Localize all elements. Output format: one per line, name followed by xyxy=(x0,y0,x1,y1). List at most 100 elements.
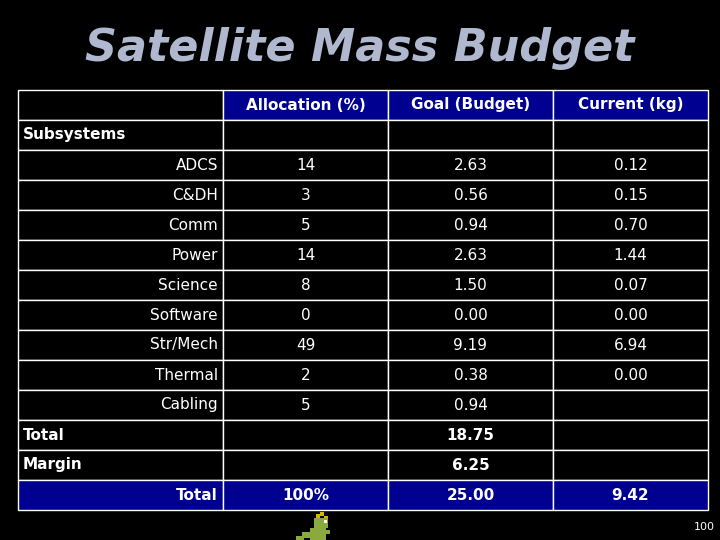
Text: 1.44: 1.44 xyxy=(613,247,647,262)
Text: 6.94: 6.94 xyxy=(613,338,647,353)
Bar xyxy=(324,516,328,520)
Bar xyxy=(553,150,708,180)
Bar xyxy=(388,420,553,450)
Bar xyxy=(388,390,553,420)
Bar xyxy=(18,240,223,270)
Text: 0.00: 0.00 xyxy=(613,307,647,322)
Bar xyxy=(223,210,388,240)
Bar xyxy=(324,530,330,534)
Bar xyxy=(223,480,388,510)
Text: 2: 2 xyxy=(301,368,310,382)
Text: Str/Mech: Str/Mech xyxy=(150,338,218,353)
Bar xyxy=(18,450,223,480)
Bar xyxy=(302,532,312,538)
Text: 0.70: 0.70 xyxy=(613,218,647,233)
Bar xyxy=(553,300,708,330)
Text: 49: 49 xyxy=(296,338,315,353)
Bar xyxy=(18,420,223,450)
Bar xyxy=(388,210,553,240)
Text: 25.00: 25.00 xyxy=(446,488,495,503)
Bar xyxy=(388,120,553,150)
Text: 0.07: 0.07 xyxy=(613,278,647,293)
Bar xyxy=(18,330,223,360)
Text: 0.00: 0.00 xyxy=(454,307,487,322)
Bar xyxy=(553,210,708,240)
Bar xyxy=(223,360,388,390)
Bar xyxy=(18,480,223,510)
Bar xyxy=(18,360,223,390)
Text: Cabling: Cabling xyxy=(161,397,218,413)
Bar xyxy=(388,450,553,480)
Text: Total: Total xyxy=(23,428,65,442)
Text: 0.00: 0.00 xyxy=(613,368,647,382)
Bar xyxy=(314,518,328,528)
Text: 100: 100 xyxy=(694,522,715,532)
Bar xyxy=(553,330,708,360)
Bar xyxy=(296,536,304,540)
Bar xyxy=(320,512,324,516)
Bar xyxy=(18,270,223,300)
Bar xyxy=(223,300,388,330)
Text: 3: 3 xyxy=(301,187,310,202)
Bar xyxy=(18,210,223,240)
Bar xyxy=(388,90,553,120)
Bar xyxy=(223,390,388,420)
Text: 0: 0 xyxy=(301,307,310,322)
Text: 1.50: 1.50 xyxy=(454,278,487,293)
Bar xyxy=(223,450,388,480)
Text: 2.63: 2.63 xyxy=(454,247,487,262)
Text: 0.94: 0.94 xyxy=(454,218,487,233)
Bar xyxy=(553,180,708,210)
Bar xyxy=(223,240,388,270)
Text: Comm: Comm xyxy=(168,218,218,233)
Bar xyxy=(553,240,708,270)
Text: Margin: Margin xyxy=(23,457,83,472)
Bar xyxy=(553,360,708,390)
Bar xyxy=(223,150,388,180)
Bar xyxy=(223,270,388,300)
Text: Power: Power xyxy=(171,247,218,262)
Text: 0.94: 0.94 xyxy=(454,397,487,413)
Text: 0.12: 0.12 xyxy=(613,158,647,172)
Bar xyxy=(553,90,708,120)
Bar xyxy=(316,514,320,518)
Text: ADCS: ADCS xyxy=(176,158,218,172)
Text: 0.38: 0.38 xyxy=(454,368,487,382)
Bar xyxy=(553,450,708,480)
Text: 14: 14 xyxy=(296,247,315,262)
Bar xyxy=(388,240,553,270)
Bar xyxy=(310,528,325,540)
Bar xyxy=(223,420,388,450)
Bar xyxy=(18,90,223,120)
Text: 9.19: 9.19 xyxy=(454,338,487,353)
Text: 18.75: 18.75 xyxy=(446,428,495,442)
Text: C&DH: C&DH xyxy=(172,187,218,202)
Bar xyxy=(388,150,553,180)
Text: 5: 5 xyxy=(301,218,310,233)
Bar xyxy=(553,390,708,420)
Bar xyxy=(553,480,708,510)
Bar xyxy=(388,300,553,330)
Text: 2.63: 2.63 xyxy=(454,158,487,172)
Text: 14: 14 xyxy=(296,158,315,172)
Bar xyxy=(18,120,223,150)
Text: Current (kg): Current (kg) xyxy=(577,98,683,112)
Text: Goal (Budget): Goal (Budget) xyxy=(411,98,530,112)
Text: Subsystems: Subsystems xyxy=(23,127,127,143)
Text: Satellite Mass Budget: Satellite Mass Budget xyxy=(85,26,635,70)
Text: Science: Science xyxy=(158,278,218,293)
Bar xyxy=(553,420,708,450)
Text: Total: Total xyxy=(176,488,218,503)
Text: Thermal: Thermal xyxy=(155,368,218,382)
Text: 0.56: 0.56 xyxy=(454,187,487,202)
Text: Software: Software xyxy=(150,307,218,322)
Bar xyxy=(18,390,223,420)
Bar xyxy=(223,120,388,150)
Text: 6.25: 6.25 xyxy=(451,457,490,472)
Bar xyxy=(388,270,553,300)
Bar xyxy=(388,360,553,390)
Text: 9.42: 9.42 xyxy=(612,488,649,503)
Bar xyxy=(223,330,388,360)
Bar xyxy=(18,300,223,330)
Bar xyxy=(553,270,708,300)
